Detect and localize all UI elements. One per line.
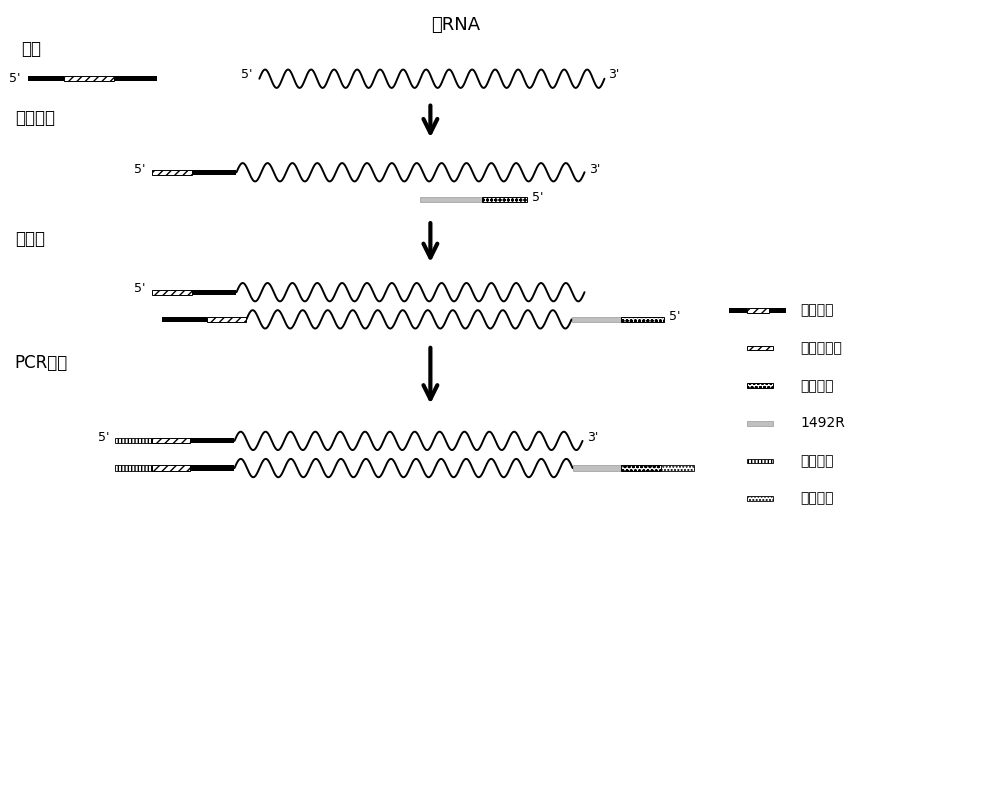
Text: 总RNA: 总RNA — [431, 16, 480, 34]
Text: 5': 5' — [134, 283, 146, 295]
Text: 3': 3' — [587, 431, 598, 444]
Bar — [661, 465, 694, 471]
Bar — [482, 197, 527, 202]
Bar — [747, 383, 773, 388]
Bar — [747, 308, 769, 313]
Bar — [152, 170, 192, 175]
Text: 5': 5' — [134, 163, 146, 175]
Bar — [572, 316, 621, 322]
Bar — [769, 308, 786, 313]
Text: 3': 3' — [589, 163, 600, 175]
Bar — [28, 76, 64, 81]
Text: 前向条码: 前向条码 — [800, 454, 834, 468]
Text: 前引物位点: 前引物位点 — [800, 341, 842, 355]
Bar — [192, 170, 236, 175]
Text: 接头连接: 接头连接 — [15, 109, 55, 127]
Text: 第二接头: 第二接头 — [800, 378, 834, 393]
Text: 5': 5' — [532, 191, 544, 204]
Text: 5': 5' — [241, 68, 252, 81]
Bar — [114, 76, 157, 81]
Bar — [192, 290, 236, 295]
Text: 第一接头: 第一接头 — [800, 303, 834, 317]
Bar — [115, 465, 152, 471]
Bar — [207, 316, 246, 322]
Bar — [573, 465, 621, 471]
Text: PCR扩增: PCR扩增 — [15, 353, 68, 372]
Bar — [152, 465, 190, 471]
Text: 3': 3' — [608, 68, 619, 81]
Text: 后向条码: 后向条码 — [800, 491, 834, 506]
Bar — [747, 496, 773, 501]
Bar — [162, 316, 207, 322]
Text: 5': 5' — [98, 431, 110, 444]
Bar — [115, 438, 152, 444]
Bar — [152, 438, 190, 444]
Bar — [621, 316, 664, 322]
Text: 接头: 接头 — [21, 40, 41, 58]
Text: 5': 5' — [669, 311, 681, 324]
Bar — [729, 308, 747, 313]
Bar — [747, 459, 773, 463]
Bar — [747, 421, 773, 426]
Bar — [190, 438, 234, 444]
Bar — [420, 197, 482, 202]
Text: 5': 5' — [9, 72, 20, 85]
Bar — [64, 76, 114, 81]
Text: 1492R: 1492R — [800, 416, 845, 431]
Bar — [152, 290, 192, 295]
Bar — [190, 465, 234, 471]
Bar — [747, 346, 773, 350]
Bar — [621, 465, 661, 471]
Text: 反转录: 反转录 — [15, 229, 45, 248]
